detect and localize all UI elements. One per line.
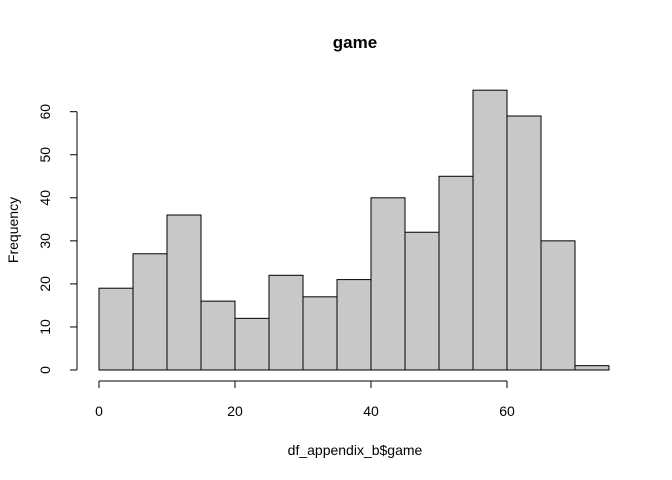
x-tick-label: 60 [499,403,515,419]
histogram-bar [98,287,134,371]
histogram-bar [234,317,270,371]
x-tick-label: 20 [227,403,243,419]
histogram-bar [370,197,406,371]
histogram-bar [540,240,576,371]
y-tick-label: 30 [37,233,53,249]
histogram-bar [268,274,304,371]
histogram-bar [336,279,372,371]
x-axis-label: df_appendix_b$game [288,442,423,458]
y-tick-label: 20 [37,276,53,292]
histogram-bar [132,253,168,371]
histogram-bar [472,89,508,371]
chart-title: game [333,33,377,52]
histogram-bar [404,231,440,371]
x-axis: 0 20 40 60 [95,380,515,419]
y-tick-label: 40 [37,190,53,206]
x-tick-label: 0 [95,403,103,419]
y-axis: 0 10 20 30 40 50 60 [37,104,78,374]
histogram-bar [506,115,542,371]
histogram-bar [574,365,610,371]
histogram-bar [200,300,236,371]
histogram-bar [166,214,202,371]
histogram-bar [438,175,474,371]
histogram-bar [302,296,338,371]
bars-group [98,89,610,371]
x-tick-label: 40 [363,403,379,419]
y-tick-label: 10 [37,319,53,335]
y-tick-label: 0 [37,366,53,374]
y-axis-label: Frequency [5,197,21,263]
y-tick-label: 50 [37,147,53,163]
y-tick-label: 60 [37,104,53,120]
